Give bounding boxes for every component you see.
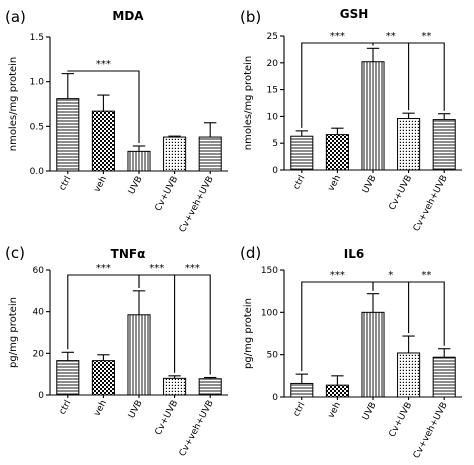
x-tick-label: UVB — [361, 174, 379, 195]
y-tick-label: 20 — [33, 349, 45, 359]
chart-panel-1: (a) MDA nmoles/mg protein 0.0 0.5 1.0 1.5 ctrl v… — [5, 8, 228, 234]
bar — [432, 356, 456, 398]
x-tick-label: UVB — [361, 401, 379, 422]
x-tick-label: ctrl — [58, 399, 74, 417]
x-tick-label: veh — [326, 401, 343, 420]
chart-title: MDA — [112, 9, 144, 23]
y-tick-label: 0.5 — [30, 122, 44, 132]
x-tick-label: Cv+UVB — [154, 175, 181, 213]
x-tick-label: veh — [92, 399, 109, 418]
x-tick-label: Cv+veh+UVB — [412, 401, 450, 461]
y-tick-label: 100 — [261, 308, 278, 318]
significance-label: *** — [96, 263, 111, 274]
x-tick-label: Cv+veh+UVB — [178, 175, 216, 235]
significance-bracket — [138, 274, 211, 375]
x-tick-label: Cv+veh+UVB — [178, 399, 216, 459]
significance-bracket — [67, 70, 140, 143]
y-tick-label: 1.0 — [30, 78, 45, 88]
y-tick-label: 10 — [267, 112, 279, 122]
y-axis-label: nmoles/mg protein — [243, 56, 254, 151]
x-tick-label: veh — [92, 175, 109, 194]
bar — [397, 118, 421, 171]
significance-label: * — [388, 270, 393, 281]
bar — [91, 110, 115, 172]
x-tick-label: Cv+UVB — [154, 399, 181, 437]
bar — [432, 119, 456, 171]
y-tick-label: 25 — [267, 32, 278, 42]
x-tick-label: ctrl — [58, 175, 74, 193]
y-tick-label: 0 — [272, 166, 278, 176]
x-tick-label: ctrl — [292, 174, 308, 192]
significance-label: *** — [330, 270, 345, 281]
bar — [56, 98, 80, 172]
bar — [163, 136, 187, 172]
chart-title: IL6 — [344, 247, 364, 261]
chart-title: GSH — [340, 7, 369, 21]
significance-label: ** — [386, 31, 396, 42]
y-tick-label: 150 — [261, 266, 278, 276]
bar — [198, 136, 222, 172]
x-tick-label: ctrl — [292, 401, 308, 419]
bar — [290, 135, 314, 171]
x-tick-label: Cv+UVB — [388, 401, 415, 439]
y-tick-label: 15 — [267, 86, 278, 96]
y-tick-label: 50 — [267, 351, 279, 361]
panel-letter: (b) — [240, 8, 261, 26]
bar — [56, 360, 80, 396]
significance-label: *** — [330, 31, 345, 42]
chart-panel-4: (d) IL6 pg/mg protein 0 50 100 150 ctrl veh UVB Cv… — [240, 244, 462, 460]
y-axis-label: pg/mg protein — [243, 298, 254, 369]
bar — [325, 134, 349, 171]
bar — [163, 377, 187, 396]
y-tick-label: 1.5 — [30, 33, 44, 43]
x-tick-label: UVB — [127, 399, 145, 420]
bar — [325, 384, 349, 398]
y-tick-label: 40 — [33, 308, 45, 318]
bar — [397, 352, 421, 398]
x-tick-label: Cv+veh+UVB — [412, 174, 450, 234]
panel-letter: (c) — [5, 244, 25, 262]
panel-letter: (a) — [5, 8, 26, 26]
bar — [91, 360, 115, 396]
significance-bracket — [372, 281, 445, 346]
y-axis-label: pg/mg protein — [8, 297, 19, 368]
bar — [198, 378, 222, 396]
x-tick-label: Cv+UVB — [388, 174, 415, 212]
bar — [127, 314, 151, 396]
significance-bracket — [372, 42, 445, 111]
significance-label: ** — [421, 31, 431, 42]
bar — [361, 311, 385, 398]
chart-title: TNFα — [111, 247, 146, 261]
significance-label: ** — [421, 270, 431, 281]
bar — [127, 150, 151, 172]
significance-label: *** — [149, 263, 164, 274]
x-tick-label: UVB — [127, 175, 145, 196]
y-tick-label: 5 — [272, 139, 278, 149]
y-tick-label: 20 — [267, 59, 279, 69]
y-axis-label: nmoles/mg protein — [8, 57, 19, 152]
bar — [290, 382, 314, 398]
chart-panel-3: (c) TNFα pg/mg protein 0 20 40 60 ctrl veh UVB Cv+… — [5, 244, 228, 458]
significance-label: *** — [96, 59, 111, 70]
panel-letter: (d) — [240, 244, 261, 262]
x-tick-label: veh — [326, 174, 343, 193]
bar — [361, 61, 385, 171]
y-tick-label: 0 — [38, 391, 44, 401]
chart-panel-2: (b) GSH nmoles/mg protein 0 5 10 15 20 25 ctrl veh… — [240, 7, 462, 233]
y-tick-label: 0 — [272, 393, 278, 403]
significance-label: *** — [185, 263, 200, 274]
y-tick-label: 0.0 — [30, 167, 45, 177]
y-tick-label: 60 — [33, 266, 45, 276]
